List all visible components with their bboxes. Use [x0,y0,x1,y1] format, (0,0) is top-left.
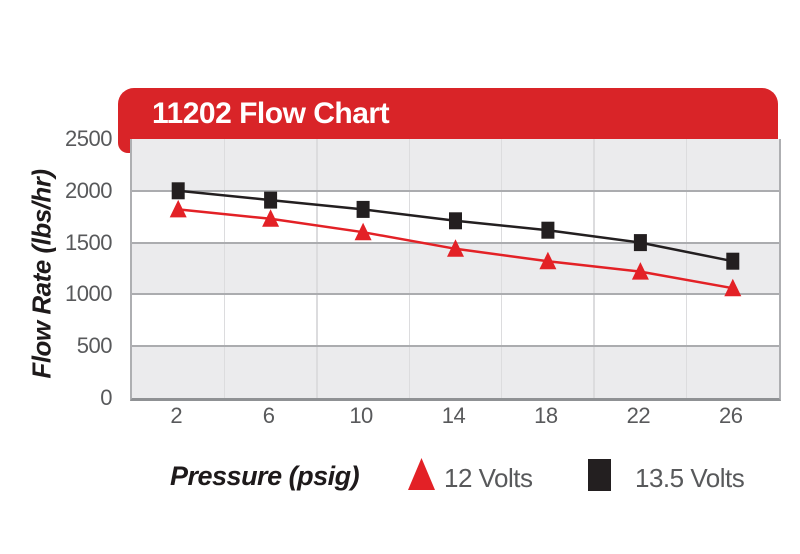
horizontal-gridline [132,293,779,296]
plot-band [132,139,779,191]
x-tick-label: 22 [626,403,651,428]
legend-label-12-volts: 12 Volts [444,463,533,493]
series-layer [169,182,742,297]
horizontal-gridline [132,345,779,348]
vertical-gridline [408,139,411,398]
x-tick-label: 18 [534,403,558,428]
square-marker [171,182,185,200]
x-tick-label: 10 [349,403,373,428]
triangle-marker [539,251,557,270]
vertical-gridline [593,139,595,398]
chart-title: 11202 Flow Chart [152,97,390,130]
legend-triangle-shape [408,458,435,490]
y-tick-label: 0 [100,385,112,410]
x-tick-label: 2 [170,403,183,428]
legend-square-icon [588,459,611,491]
square-marker [449,212,462,230]
y-tick-label: 1500 [65,229,112,255]
x-tick-label: 26 [719,403,743,428]
square-marker [726,252,740,270]
vertical-gridline [685,139,688,398]
vertical-gridline [500,139,503,398]
legend-label-13-5-volts: 13.5 Volts [635,463,745,493]
legend-square-shape [588,459,611,491]
x-axis-ticks: 2 6 10 14 18 22 26 [130,405,777,431]
triangle-marker [354,222,372,241]
y-tick-label: 1000 [65,281,112,307]
vertical-gridline [316,139,318,398]
y-axis-ticks: 2500 2000 1500 1000 500 0 [0,128,113,409]
square-marker [541,221,555,239]
legend-triangle-icon [408,458,435,490]
x-tick-label: 14 [441,403,466,428]
plot-area [130,139,781,401]
triangle-marker [262,209,280,227]
horizontal-gridline [132,189,779,192]
triangle-marker [447,239,464,257]
vertical-gridline [223,139,226,398]
y-tick-label: 2000 [65,177,112,203]
square-marker [264,191,278,209]
x-axis-title: Pressure (psig) [170,461,360,491]
plot-band [132,346,779,398]
x-tick-label: 6 [262,403,275,428]
triangle-marker [631,262,649,280]
plot-band [132,294,779,347]
y-tick-label: 2500 [65,126,112,151]
square-marker [633,234,647,252]
square-marker [356,200,370,218]
y-tick-label: 500 [76,333,113,359]
triangle-marker [724,278,742,297]
triangle-marker [169,199,187,218]
